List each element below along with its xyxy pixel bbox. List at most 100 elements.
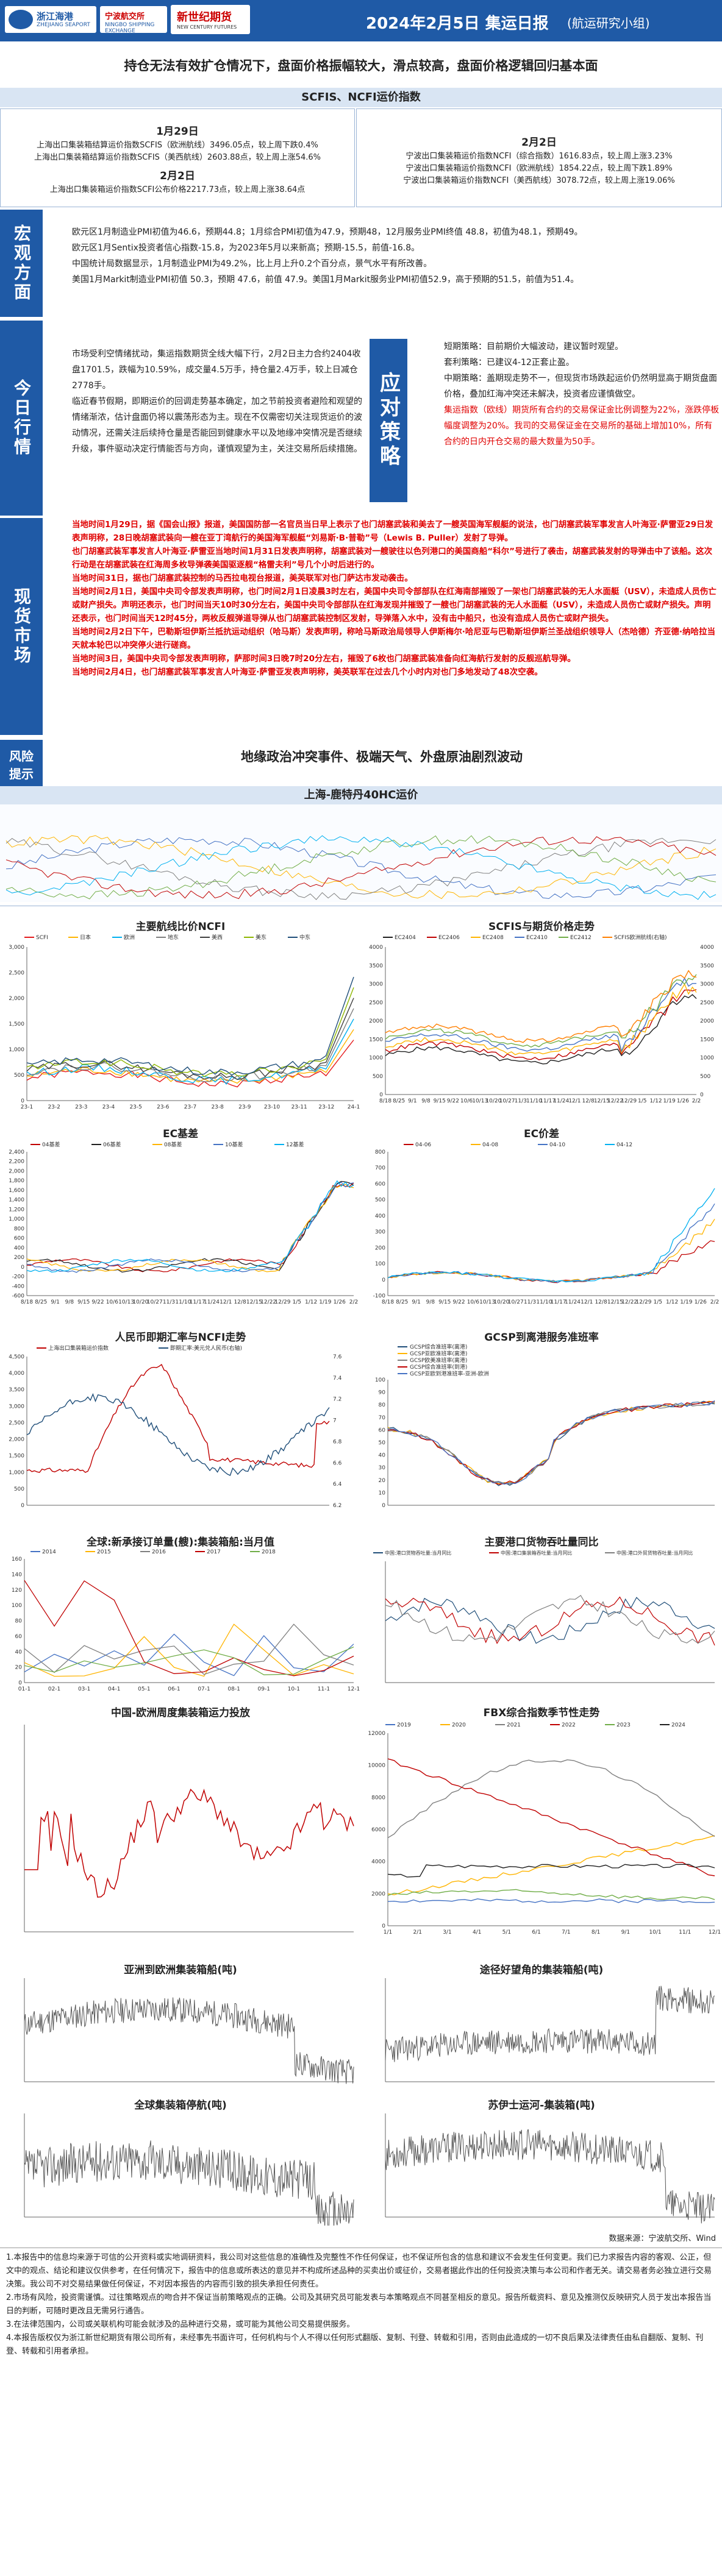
y-tick-label: 20 [15,1665,23,1671]
y-tick-label: 0 [379,1092,383,1098]
series-line [385,983,697,1056]
y-tick-label: 4,500 [9,1354,24,1360]
y-tick-label: 2500 [369,1000,383,1006]
x-tick-label: 10/20 [485,1098,501,1104]
x-tick-label: 9/8 [65,1299,74,1305]
y-tick-label: 1,000 [9,1216,24,1222]
y-tick-label: -200 [12,1274,25,1280]
spot-news-line: 当地时间3日，美国中央司令部发表声明称，萨那时间3日晚7时20分左右，摧毁了6枚… [72,654,576,664]
headline: 持仓无法有效扩仓情况下，盘面价格振幅较大，滑点较高，盘面价格逻辑回归基本面 [124,59,598,73]
y-tick-label: 200 [375,1245,385,1251]
legend-label: EC2408 [482,935,504,941]
y-tick-label: 3,000 [9,945,24,951]
seaport-emblem-icon [9,10,33,29]
index-left-date1: 1月29日 [156,126,199,138]
series-line [387,1400,715,1486]
y-tick-label: 50 [379,1440,386,1446]
spot-news-line: 也门胡塞武装军事发言人叶海亚·萨雷亚当地时间1月31日发表声明称，胡塞武装对一艘… [72,547,713,570]
today-label: 今日行情 [0,321,43,516]
series-line [26,1018,354,1085]
cape-ships-chart [361,1975,722,2090]
x-tick-label: 1/12 [649,1098,662,1104]
x-tick-label: 10/27 [508,1299,524,1305]
y-tick-label: 10 [379,1490,386,1496]
strategy-line: 套利策略：已建议4-12正套止盈。 [444,358,574,367]
legend-label: 即期汇率:美元兑人民币(右轴) [170,1344,242,1352]
y2-tick-label: 6.2 [333,1503,341,1509]
suez-ships-chart [361,2110,722,2226]
x-tick-label: 12/29 [621,1098,637,1104]
sh-rtm-chart [0,804,722,902]
index-right-line: 宁波出口集装箱运价指数NCFI（综合指数）1616.83点，较上周上涨3.23% [406,152,673,161]
series-line [387,1758,715,1876]
legend-label: GCSP亚欧准班率(离港) [410,1350,467,1357]
x-tick-label: 23-12 [318,1104,334,1110]
legend-label: 中国:港口货物吞吐量:当月同比 [385,1550,451,1556]
y-tick-label: 40 [15,1649,23,1655]
y-tick-label: 1,000 [9,1047,24,1053]
series-line [26,976,354,1076]
series-line [385,1595,715,1644]
chart-title: 亚洲到欧洲集装箱船(吨) [124,1964,237,1976]
x-tick-label: 2/2 [692,1098,701,1104]
macro-line: 欧元区1月制造业PMI初值为46.6，预期44.8；1月综合PMI初值为47.9… [72,227,583,237]
disclaimer-line: 3.在法律范围内，公司或关联机构可能会就涉及的品种进行交易，或可能为其他公司交易… [6,2320,355,2329]
legend-label: 12基差 [286,1141,304,1148]
rate-line [5,835,717,900]
legend-label: GCSP欧美准班率(离港) [410,1357,467,1364]
index-left-line: 上海出口集装箱结算运价指数SCFIS（欧洲航线）3496.05点，较上周下跌0.… [37,141,318,150]
x-tick-label: 11/24 [565,1299,581,1305]
x-tick-label: 1/26 [334,1299,346,1305]
legend-label: 美西 [212,934,223,941]
x-tick-label: 11/10 [526,1098,542,1104]
series-line [387,1203,715,1283]
sh-rtm-svg [0,804,722,902]
series-line [385,1985,715,2062]
series-line [387,1864,715,1878]
x-tick-label: 9/1 [51,1299,59,1305]
x-tick-label: 1/5 [293,1299,301,1305]
series-line [385,977,697,1053]
legend-label: EC2406 [438,935,460,941]
macro-line: 美国1月Markit制造业PMI初值 50.3，预期 47.6，前值 47.9。… [72,275,579,285]
index-left-line: 上海出口集装箱运价指数SCFI公布价格2217.73点，较上周上涨38.64点 [49,185,306,194]
y-tick-label: 0 [382,1277,385,1283]
y2-tick-label: 7 [333,1418,337,1424]
legend-label: 2023 [617,1722,631,1728]
rate-line [5,836,717,899]
strategy-label: 应对策略 [370,339,407,502]
legend-label: 2024 [671,1722,685,1728]
y-tick-label: 60 [15,1634,23,1640]
legend-label: 中国:港口集装箱吞吐量:当月同比 [501,1550,572,1556]
chart-title: 全球:新承接订单量(艘):集装箱船:当月值 [87,1536,274,1549]
series-line [387,1898,715,1903]
legend-label: 日本 [80,934,91,941]
chart-title: 途径好望角的集装箱船(吨) [479,1964,604,1976]
x-tick-label: 03-1 [78,1686,90,1692]
x-tick-label: 1/12 [666,1299,678,1305]
y-tick-label: 80 [379,1402,386,1408]
legend-label: 2020 [452,1722,466,1728]
series-line [24,1580,354,1677]
legend-label: 04基差 [42,1141,60,1148]
y-tick-label: 200 [14,1255,24,1261]
chart-title: 苏伊士运河-集装箱(吨) [488,2099,595,2112]
legend-label: 上海出口集装箱运价指数 [48,1344,109,1352]
series-line [26,1180,354,1273]
series-line [24,1788,354,1898]
series-line [24,2140,354,2226]
legend-label: 2022 [562,1722,576,1728]
legend-label: 2014 [42,1549,56,1555]
legend-label: 欧洲 [124,934,135,941]
x-tick-label: 8/18 [21,1299,33,1305]
y-tick-label: 500 [14,1073,24,1079]
x-tick-label: 8/25 [396,1299,408,1305]
x-tick-label: 11/3 [524,1299,536,1305]
y2-tick-label: 0 [700,1092,704,1098]
x-tick-label: 6/1 [532,1929,540,1936]
x-tick-label: 08-1 [227,1686,240,1692]
strategy-margin-notice: 集运指数（欧线）期货所有合约的交易保证金比例调整为22%，涨跌停板幅度调整为20… [444,405,720,447]
x-tick-label: 23-8 [211,1104,224,1110]
y-tick-label: 4,000 [9,1371,24,1377]
index-left-line: 上海出口集装箱结算运价指数SCFIS（美西航线）2603.88点，较上周上涨54… [34,153,321,162]
